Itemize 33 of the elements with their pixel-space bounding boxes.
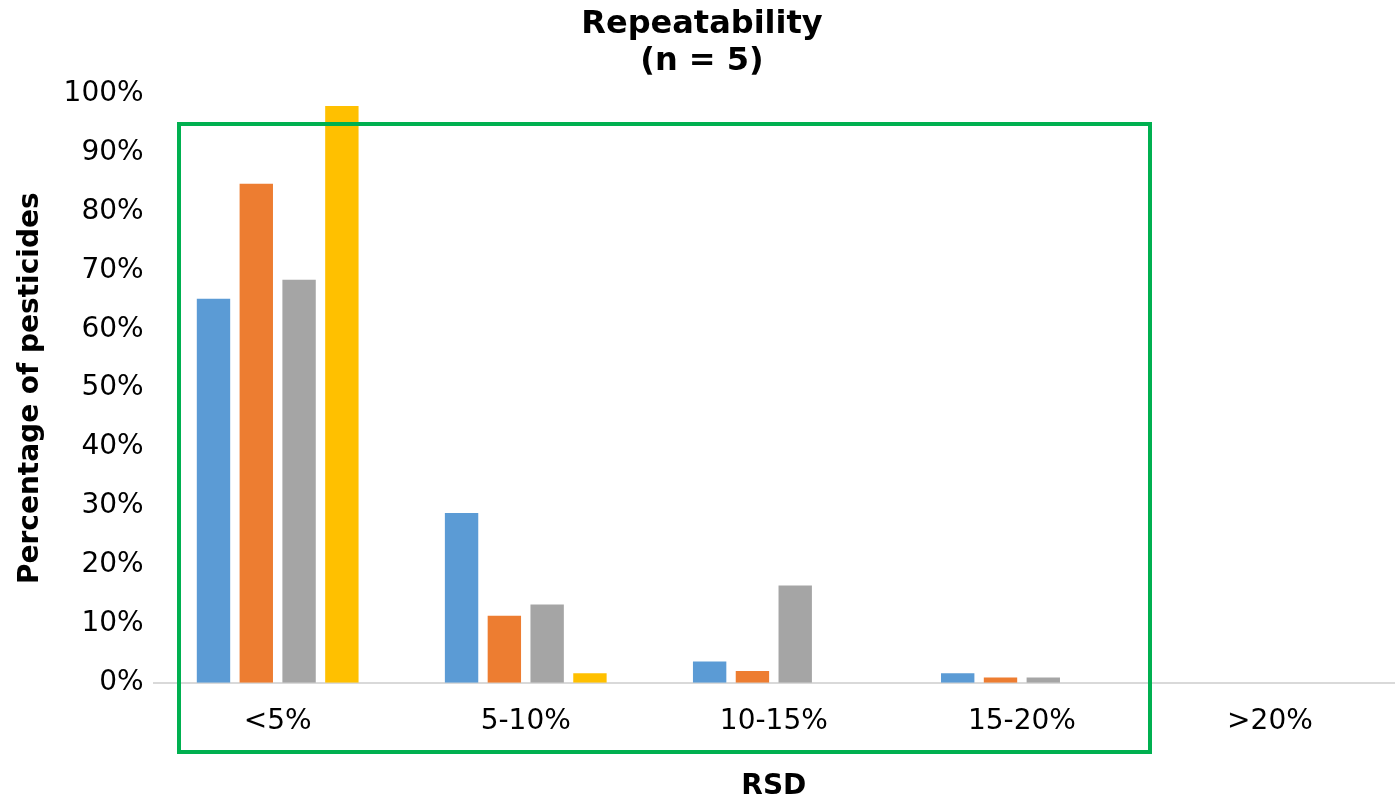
bar [196,298,231,683]
bar [444,513,479,683]
bar [239,183,273,683]
chart-title: Repeatability (n = 5) [581,2,823,78]
y-axis-title: Percentage of pesticides [12,192,46,585]
x-tick-label: 5-10% [480,702,571,736]
y-tick-label: 40% [81,428,144,462]
bar [692,661,727,683]
bar [983,677,1018,683]
x-tick-label: >20% [1227,702,1313,736]
bar [573,673,607,683]
y-tick-label: 90% [81,133,144,167]
y-tick-label: 80% [81,192,144,226]
bar [325,105,359,683]
bar [487,615,522,683]
y-tick-label: 20% [81,546,144,580]
x-axis-title: RSD [741,768,807,802]
bar [735,671,770,683]
y-tick-label: 60% [81,310,144,344]
bar [941,673,975,683]
bar [530,604,564,683]
y-tick-label: 0% [99,664,144,698]
x-tick-label: 15-20% [967,702,1076,736]
y-tick-label: 100% [63,74,144,108]
bar [778,585,812,683]
y-tick-label: 50% [81,369,144,403]
y-tick-label: 30% [81,487,144,521]
y-tick-label: 10% [81,605,144,639]
bar [1026,677,1060,683]
bar [282,279,316,683]
x-tick-label: 10-15% [719,702,828,736]
y-tick-label: 70% [81,251,144,285]
x-tick-label: <5% [243,702,312,736]
